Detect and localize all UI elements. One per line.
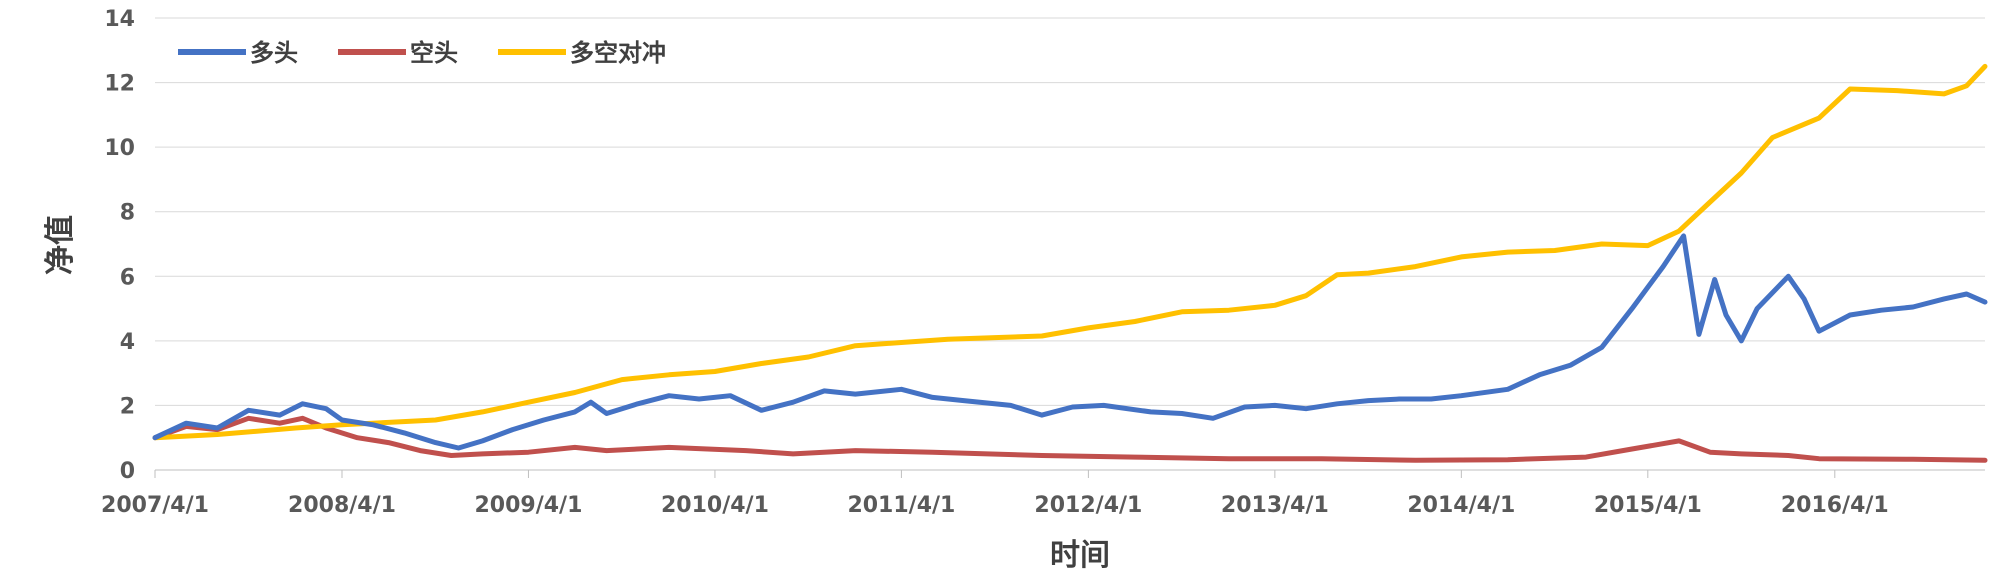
y-tick-label: 0 [120, 459, 135, 484]
x-tick-label: 2011/4/1 [847, 493, 955, 518]
legend-label-1: 空头 [410, 39, 458, 67]
series-lines [152, 63, 1988, 463]
legend-label-0: 多头 [250, 39, 298, 67]
legend: 多头 空头 多空对冲 [178, 39, 666, 67]
x-tick-label: 2014/4/1 [1407, 493, 1515, 518]
x-axis-title: 时间 [1050, 538, 1110, 573]
x-tick-label: 2009/4/1 [474, 493, 582, 518]
axes: 0 2 4 6 8 10 12 14 2007/4/1 2008/4/1 2009/4/1 2010/… [101, 7, 1985, 518]
y-tick-label: 2 [120, 394, 135, 419]
y-tick-label: 10 [104, 136, 135, 161]
series-line-2 [152, 63, 1988, 441]
gridlines [155, 17, 1985, 471]
y-tick-label: 8 [120, 201, 135, 226]
x-tick-label: 2016/4/1 [1781, 493, 1889, 518]
x-tick-label: 2015/4/1 [1594, 493, 1702, 518]
y-tick-label: 12 [104, 72, 135, 97]
x-tick-label: 2013/4/1 [1221, 493, 1329, 518]
x-tick-label: 2007/4/1 [101, 493, 209, 518]
legend-label-2: 多空对冲 [570, 39, 666, 67]
x-tick-label: 2012/4/1 [1034, 493, 1142, 518]
y-tick-label: 4 [120, 330, 135, 355]
series-line-0 [152, 233, 1988, 451]
x-tick-label: 2008/4/1 [288, 493, 396, 518]
y-tick-label: 6 [120, 265, 135, 290]
y-tick-label: 14 [104, 7, 135, 32]
x-tick-label: 2010/4/1 [661, 493, 769, 518]
y-axis-title: 净值 [43, 215, 78, 275]
